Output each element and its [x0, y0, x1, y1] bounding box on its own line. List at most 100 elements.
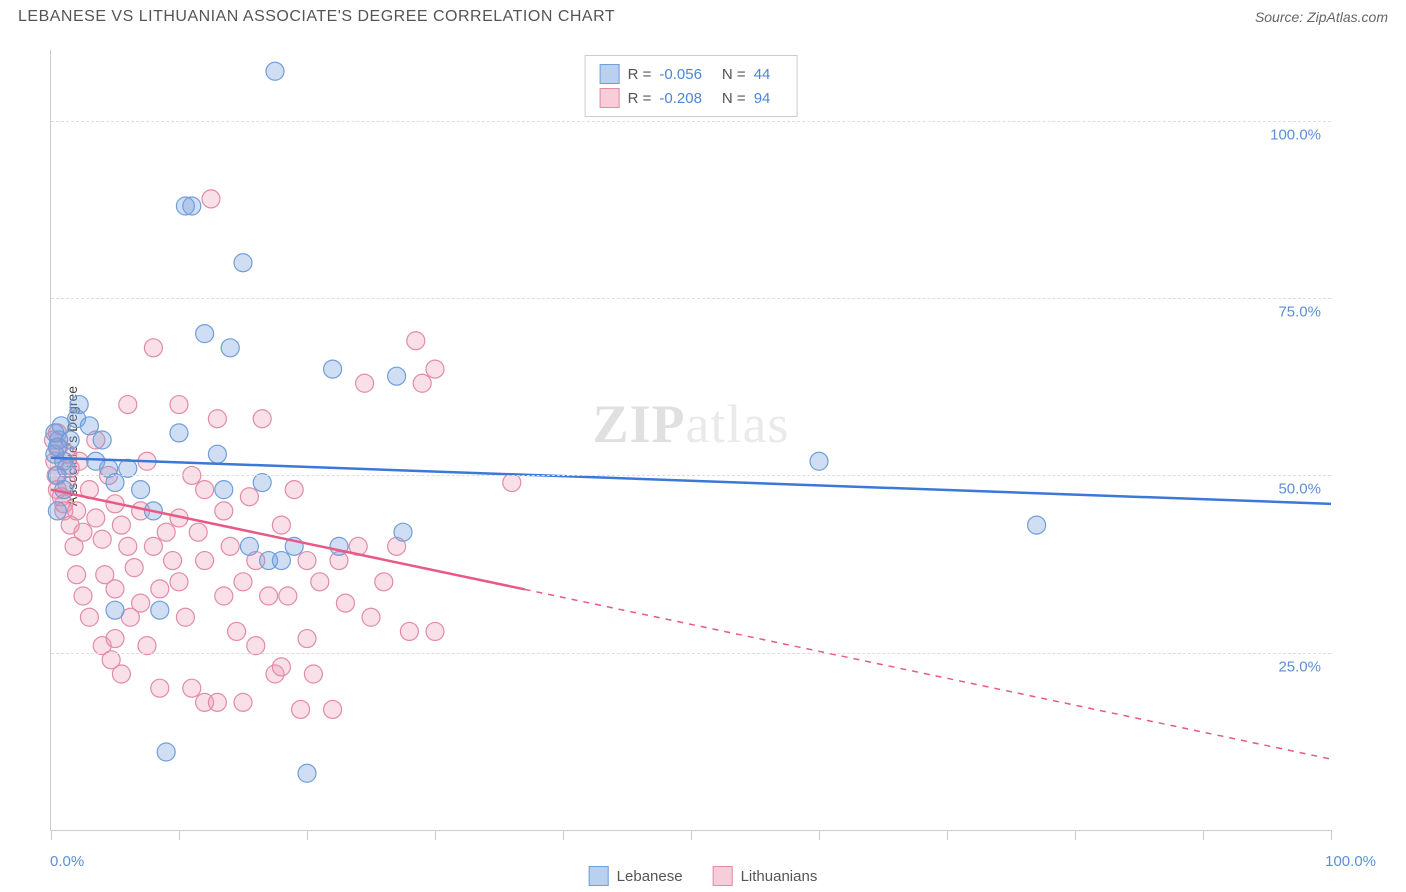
- x-tick: [563, 830, 564, 840]
- r-value-lebanese: -0.056: [659, 66, 702, 83]
- trend-line-dashed: [525, 589, 1331, 759]
- grid-line-h: [51, 475, 1331, 476]
- data-point: [356, 374, 374, 392]
- data-point: [170, 424, 188, 442]
- data-point: [157, 523, 175, 541]
- x-tick: [1075, 830, 1076, 840]
- legend-series: Lebanese Lithuanians: [589, 866, 818, 886]
- data-point: [183, 197, 201, 215]
- data-point: [196, 552, 214, 570]
- data-point: [208, 410, 226, 428]
- y-tick-label: 75.0%: [1278, 304, 1321, 321]
- data-point: [93, 530, 111, 548]
- chart-title: LEBANESE VS LITHUANIAN ASSOCIATE'S DEGRE…: [18, 8, 615, 26]
- x-tick: [307, 830, 308, 840]
- data-point: [176, 608, 194, 626]
- x-tick: [691, 830, 692, 840]
- legend-swatch-lebanese-2: [589, 866, 609, 886]
- data-point: [260, 587, 278, 605]
- data-point: [240, 537, 258, 555]
- legend-label-lebanese: Lebanese: [617, 868, 683, 885]
- data-point: [253, 410, 271, 428]
- grid-line-h: [51, 298, 1331, 299]
- data-point: [426, 622, 444, 640]
- x-tick: [1203, 830, 1204, 840]
- chart-source: Source: ZipAtlas.com: [1255, 9, 1388, 25]
- data-point: [48, 438, 66, 456]
- legend-swatch-lebanese: [600, 64, 620, 84]
- data-point: [234, 693, 252, 711]
- data-point: [74, 523, 92, 541]
- n-value-lithuanians: 94: [754, 90, 771, 107]
- data-point: [196, 325, 214, 343]
- data-point: [48, 502, 66, 520]
- data-point: [215, 587, 233, 605]
- data-point: [304, 665, 322, 683]
- data-point: [324, 360, 342, 378]
- r-value-lithuanians: -0.208: [659, 90, 702, 107]
- data-point: [151, 601, 169, 619]
- data-point: [151, 580, 169, 598]
- data-point: [298, 630, 316, 648]
- data-point: [106, 630, 124, 648]
- data-point: [234, 573, 252, 591]
- data-point: [80, 608, 98, 626]
- data-point: [407, 332, 425, 350]
- data-point: [279, 587, 297, 605]
- legend-stats-box: R = -0.056 N = 44 R = -0.208 N = 94: [585, 55, 798, 117]
- data-point: [125, 559, 143, 577]
- data-point: [272, 516, 290, 534]
- grid-line-h: [51, 121, 1331, 122]
- data-point: [336, 594, 354, 612]
- data-point: [74, 587, 92, 605]
- x-axis-label-left: 0.0%: [50, 853, 84, 870]
- x-tick: [51, 830, 52, 840]
- data-point: [208, 445, 226, 463]
- y-tick-label: 50.0%: [1278, 481, 1321, 498]
- data-point: [221, 339, 239, 357]
- legend-item-lithuanians: Lithuanians: [713, 866, 818, 886]
- data-point: [298, 764, 316, 782]
- data-point: [1028, 516, 1046, 534]
- x-tick: [1331, 830, 1332, 840]
- data-point: [240, 488, 258, 506]
- y-tick-label: 25.0%: [1278, 658, 1321, 675]
- data-point: [202, 190, 220, 208]
- data-point: [285, 481, 303, 499]
- chart-plot-area: ZIPatlas R = -0.056 N = 44 R = -0.208 N …: [50, 50, 1331, 831]
- data-point: [221, 537, 239, 555]
- data-point: [266, 62, 284, 80]
- data-point: [106, 580, 124, 598]
- data-point: [157, 743, 175, 761]
- data-point: [228, 622, 246, 640]
- data-point: [196, 481, 214, 499]
- data-point: [183, 679, 201, 697]
- legend-item-lebanese: Lebanese: [589, 866, 683, 886]
- data-point: [426, 360, 444, 378]
- data-point: [144, 339, 162, 357]
- data-point: [170, 396, 188, 414]
- x-tick: [819, 830, 820, 840]
- legend-swatch-lithuanians-2: [713, 866, 733, 886]
- x-tick: [435, 830, 436, 840]
- data-point: [87, 509, 105, 527]
- data-point: [375, 573, 393, 591]
- legend-label-lithuanians: Lithuanians: [741, 868, 818, 885]
- y-tick-label: 100.0%: [1270, 126, 1321, 143]
- data-point: [394, 523, 412, 541]
- data-point: [400, 622, 418, 640]
- data-point: [151, 679, 169, 697]
- data-point: [208, 693, 226, 711]
- data-point: [413, 374, 431, 392]
- n-value-lebanese: 44: [754, 66, 771, 83]
- data-point: [55, 481, 73, 499]
- grid-line-h: [51, 653, 1331, 654]
- legend-stats-row-1: R = -0.056 N = 44: [600, 62, 783, 86]
- data-point: [132, 594, 150, 612]
- data-point: [388, 367, 406, 385]
- data-point: [311, 573, 329, 591]
- data-point: [234, 254, 252, 272]
- x-tick: [179, 830, 180, 840]
- data-point: [119, 396, 137, 414]
- data-point: [189, 523, 207, 541]
